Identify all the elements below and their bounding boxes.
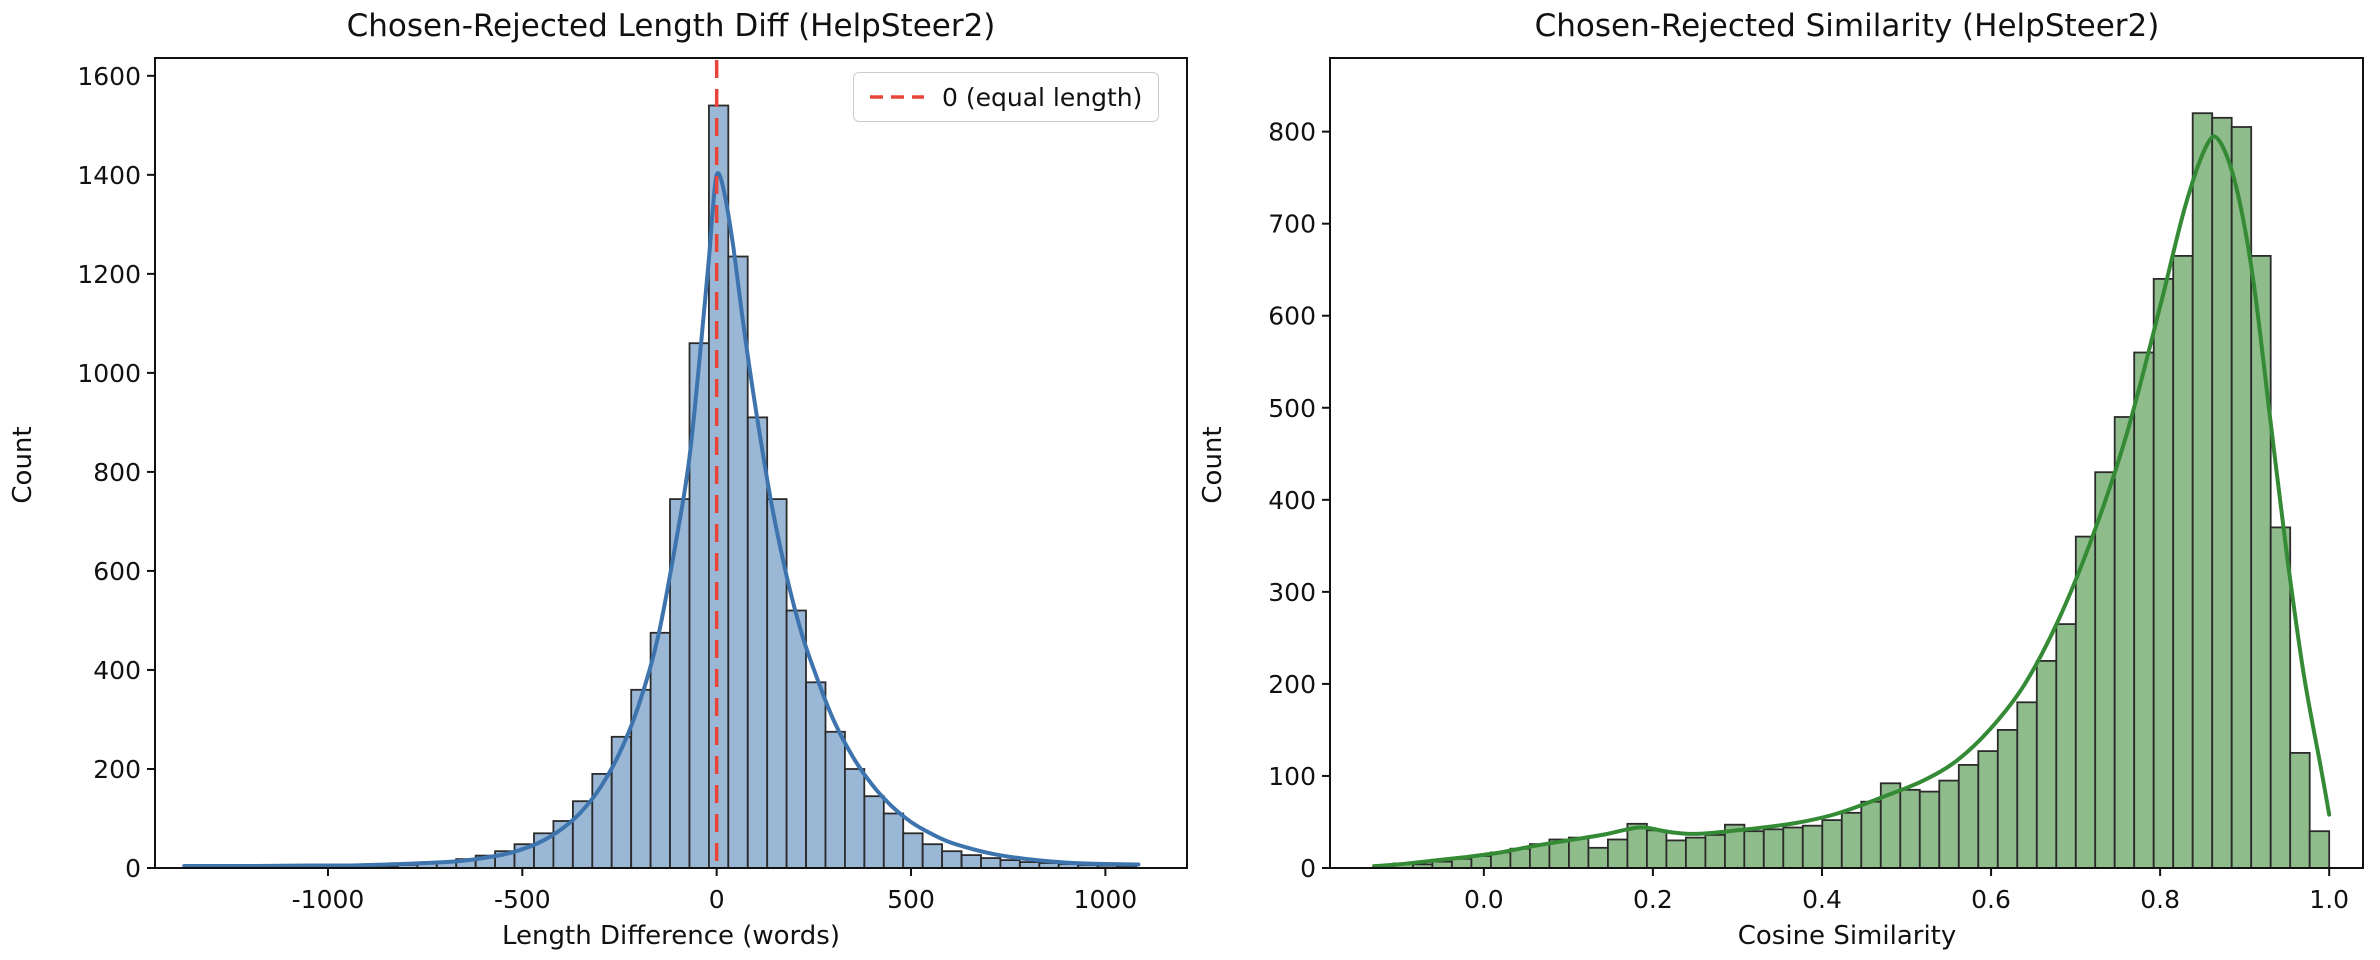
svg-text:700: 700 [1268, 210, 1316, 239]
svg-text:1000: 1000 [77, 359, 141, 388]
x-axis-label: Cosine Similarity [1737, 921, 1957, 951]
x-axis-label: Length Difference (words) [502, 921, 840, 951]
svg-text:200: 200 [1268, 670, 1316, 699]
svg-text:500: 500 [1268, 394, 1316, 423]
svg-text:0: 0 [125, 854, 141, 883]
similarity-plot-canvas: 0.0 0.2 0.4 0.6 0.8 1.0 0 100 200 300 400 500 600 700… [1268, 57, 2364, 914]
svg-text:400: 400 [1268, 486, 1316, 515]
svg-text:800: 800 [1268, 118, 1316, 147]
chart-similarity: Chosen-Rejected Similarity (HelpSteer2) … [1190, 0, 2380, 960]
svg-text:300: 300 [1268, 578, 1316, 607]
svg-text:1000: 1000 [1074, 885, 1138, 914]
legend-label: 0 (equal length) [942, 82, 1143, 112]
svg-text:500: 500 [887, 885, 935, 914]
svg-text:1400: 1400 [77, 161, 141, 190]
svg-text:0.0: 0.0 [1464, 885, 1504, 914]
svg-text:600: 600 [1268, 302, 1316, 331]
chart-title: Chosen-Rejected Similarity (HelpSteer2) [1534, 8, 2160, 44]
svg-text:0.4: 0.4 [1802, 885, 1842, 914]
legend-dash-icon [870, 95, 924, 99]
svg-text:200: 200 [93, 755, 141, 784]
svg-text:0.8: 0.8 [2140, 885, 2180, 914]
svg-text:1600: 1600 [77, 62, 141, 91]
chart-length-diff: Chosen-Rejected Length Diff (HelpSteer2)… [8, 8, 1188, 951]
svg-text:1200: 1200 [77, 260, 141, 289]
svg-text:800: 800 [93, 458, 141, 487]
svg-text:0: 0 [709, 885, 725, 914]
svg-text:400: 400 [93, 656, 141, 685]
svg-text:600: 600 [93, 557, 141, 586]
svg-text:-1000: -1000 [292, 885, 365, 914]
svg-text:100: 100 [1268, 762, 1316, 791]
chart-title: Chosen-Rejected Length Diff (HelpSteer2) [346, 8, 996, 44]
svg-text:0: 0 [1300, 854, 1316, 883]
svg-text:-500: -500 [494, 885, 551, 914]
svg-text:0.6: 0.6 [1971, 885, 2011, 914]
y-axis-label: Count [1198, 426, 1228, 504]
legend: 0 (equal length) [853, 72, 1160, 122]
svg-text:0.2: 0.2 [1633, 885, 1673, 914]
length-diff-plot-canvas: -1000 -500 0 500 1000 0 200 400 600 800 1000 1200 14… [77, 57, 1188, 914]
y-axis-label: Count [8, 426, 38, 504]
svg-text:1.0: 1.0 [2309, 885, 2349, 914]
